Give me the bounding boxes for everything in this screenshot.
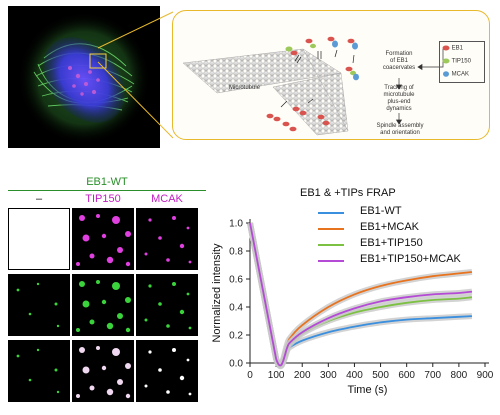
eb1-swatch-icon xyxy=(442,45,450,51)
x-tick-label: 100 xyxy=(268,370,285,381)
y-tick-label: 0.2 xyxy=(229,331,243,342)
legend-row-eb1-tip150: EB1+TIP150 xyxy=(318,237,498,251)
x-tick-label: 900 xyxy=(477,370,494,381)
panel-r2-control xyxy=(8,274,70,336)
series-line-eb1-wt xyxy=(249,222,472,368)
legend-row-eb1-tip150-mcak: EB1+TIP150+MCAK xyxy=(318,253,498,267)
step-spindle-line: and orientation xyxy=(380,130,420,136)
legend-mcak: MCAK xyxy=(442,71,469,78)
y-tick-label: 0.0 xyxy=(229,359,243,370)
panel-r2-tip150 xyxy=(72,274,134,336)
y-tick-label: 0.8 xyxy=(229,247,243,258)
legend-tip150: TIP150 xyxy=(442,58,471,65)
legend-mcak-label: MCAK xyxy=(451,71,470,78)
group-bracket xyxy=(8,190,206,191)
spindle-micrograph xyxy=(8,6,160,148)
col-label-tip150: TIP150 xyxy=(85,193,121,205)
microtubule-label: Microtubule xyxy=(229,85,261,91)
mcak-swatch-icon xyxy=(443,71,449,77)
panel-r2-mcak xyxy=(136,274,198,336)
step-tracking-line: microtubule xyxy=(383,92,415,98)
x-axis-label: Time (s) xyxy=(348,384,388,396)
flow-arrows xyxy=(395,49,444,125)
exchange-arrows xyxy=(280,49,355,108)
legend-label-eb1-wt: EB1-WT xyxy=(360,205,402,217)
y-tick-label: 1.0 xyxy=(229,219,243,230)
step-coacervates-line: of EB1 xyxy=(389,58,408,64)
step-tracking-line: plus-end xyxy=(387,99,411,105)
legend-swatch xyxy=(318,244,344,246)
legend-row-eb1-mcak: EB1+MCAK xyxy=(318,221,498,235)
schematic-legend: EB1 TIP150 MCAK xyxy=(439,41,485,83)
tip-complexes xyxy=(285,36,359,81)
chart-title: EB1 & +TIPs FRAP xyxy=(300,187,396,199)
step-plus-end-tracking: Tracking of microtubule plus-end dynamic… xyxy=(373,85,425,113)
legend-label-eb1-tip150-mcak: EB1+TIP150+MCAK xyxy=(360,253,461,265)
legend-label-eb1-tip150: EB1+TIP150 xyxy=(360,237,423,249)
panel-r1-tip150 xyxy=(72,208,134,270)
x-tick-label: 200 xyxy=(294,370,311,381)
col-label-control: – xyxy=(35,193,43,205)
legend-row-eb1-wt: EB1-WT xyxy=(318,205,498,219)
legend-label-eb1-mcak: EB1+MCAK xyxy=(360,221,419,233)
zoom-box xyxy=(89,53,107,69)
microtubule-illustration xyxy=(182,36,444,136)
step-spindle-assembly: Spindle assembly and orientation xyxy=(369,123,431,137)
frap-chart: 0.0 0.2 0.4 0.6 0.8 1.0 0 100 200 300 400 500 600 700… xyxy=(211,219,494,397)
step-tracking-line: dynamics xyxy=(386,106,412,112)
x-tick-label: 600 xyxy=(398,370,415,381)
legend-swatch xyxy=(318,228,344,230)
x-tick-label: 800 xyxy=(451,370,468,381)
eb1-dimers xyxy=(266,106,330,132)
step-tracking-line: Tracking of xyxy=(384,85,414,91)
legend-eb1: EB1 xyxy=(442,45,463,52)
x-tick-label: 500 xyxy=(372,370,389,381)
panel-r3-control xyxy=(8,340,70,402)
panel-r3-mcak xyxy=(136,340,198,402)
legend-tip150-label: TIP150 xyxy=(451,58,471,65)
legend-swatch xyxy=(318,260,344,262)
step-coacervates-line: coacervates xyxy=(382,65,416,71)
series-line-eb1-mcak xyxy=(249,222,473,366)
panel-r3-tip150 xyxy=(72,340,134,402)
panel-r1-mcak xyxy=(136,208,198,270)
x-tick-label: 700 xyxy=(424,370,441,381)
y-tick-label: 0.4 xyxy=(229,303,243,314)
schematic-callout: Microtubule Formation of EB1 coacervates… xyxy=(172,10,490,140)
step-spindle-line: Spindle assembly xyxy=(376,123,424,129)
y-axis-label: Normalized intensity xyxy=(211,243,223,343)
x-tick-label: 400 xyxy=(346,370,363,381)
group-label-eb1-wt: EB1-WT xyxy=(86,176,128,188)
tip150-swatch-icon xyxy=(442,58,450,64)
panel-r1-control xyxy=(8,208,70,270)
col-label-mcak: MCAK xyxy=(151,193,183,205)
step-coacervates: Formation of EB1 coacervates xyxy=(377,51,421,72)
legend-swatch xyxy=(318,212,344,214)
legend-eb1-label: EB1 xyxy=(451,45,464,52)
step-coacervates-line: Formation xyxy=(385,51,413,57)
y-tick-label: 0.6 xyxy=(229,275,243,286)
x-tick-label: 300 xyxy=(320,370,337,381)
series-line-eb1-tip150-mcak xyxy=(249,222,473,367)
x-tick-label: 0 xyxy=(247,370,253,381)
